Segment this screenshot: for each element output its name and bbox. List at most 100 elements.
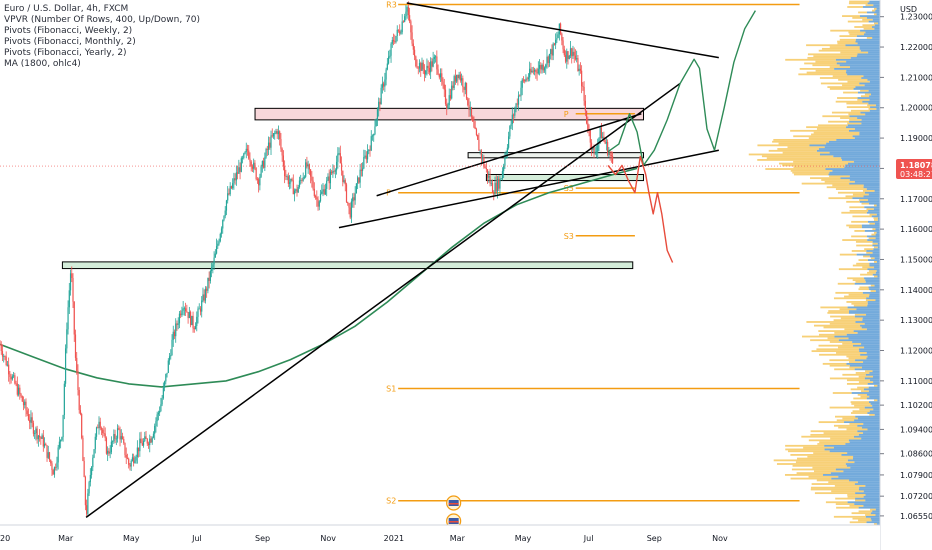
vp-bin-up — [871, 26, 880, 28]
vp-bin-up — [867, 412, 880, 414]
candle-body — [389, 55, 391, 57]
vp-bin-up — [859, 350, 880, 353]
candle-body — [441, 73, 443, 82]
vp-bin-up — [849, 182, 880, 185]
vp-bin-up — [861, 226, 880, 229]
vp-bin-up — [845, 164, 880, 167]
candle-body — [115, 438, 117, 440]
vp-bin-up — [867, 259, 880, 261]
candle-body — [113, 434, 115, 442]
vp-bin-up — [873, 4, 880, 7]
vp-bin-down — [829, 359, 856, 362]
candle-body — [338, 153, 340, 154]
candle-body — [178, 313, 181, 324]
candle-body — [427, 65, 429, 69]
vp-bin-down — [804, 62, 837, 65]
candle-body — [225, 200, 228, 211]
candle-body — [63, 383, 65, 416]
legend-indicator-ma[interactable]: MA (1800, ohlc4) — [4, 59, 81, 69]
candle-body — [324, 188, 327, 195]
candle-body — [254, 162, 256, 168]
candle-body — [395, 35, 397, 43]
vp-bin-down — [829, 66, 850, 68]
candle-body — [435, 56, 437, 58]
vp-bin-up — [874, 257, 880, 260]
vp-bin-up — [851, 392, 880, 394]
candle-body — [425, 70, 427, 75]
projection-line — [607, 10, 757, 167]
candle-body — [100, 428, 103, 430]
vp-bin-up — [867, 2, 880, 5]
vp-bin-down — [779, 162, 848, 165]
legend-indicator-pivots-yearly[interactable]: Pivots (Fibonacci, Yearly, 2) — [4, 48, 127, 58]
candle-body — [6, 364, 9, 366]
time-tick-label: Sep — [255, 534, 270, 543]
candle-body — [82, 437, 84, 461]
candle-body — [192, 315, 194, 329]
vp-bin-up — [828, 140, 880, 143]
candle-body — [83, 460, 85, 477]
candle-body — [154, 425, 156, 434]
candle-body — [449, 95, 452, 99]
candle-body — [144, 436, 146, 441]
vp-bin-down — [871, 233, 876, 236]
vp-bin-up — [872, 244, 880, 247]
candle-body — [243, 153, 245, 158]
legend-indicator-pivots-weekly[interactable]: Pivots (Fibonacci, Weekly, 2) — [4, 26, 133, 36]
vp-bin-down — [790, 453, 842, 456]
pivot-label: P — [386, 189, 391, 198]
candle-body — [567, 51, 569, 59]
vp-bin-up — [860, 111, 880, 114]
legend-symbol[interactable]: Euro / U.S. Dollar, 4h, FXCM — [4, 4, 129, 14]
vp-bin-up — [873, 248, 880, 251]
candle-body — [244, 152, 246, 154]
vp-bin-up — [875, 9, 880, 12]
candle-body — [593, 146, 595, 154]
legend-indicator-pivots-monthly[interactable]: Pivots (Fibonacci, Monthly, 2) — [4, 37, 136, 47]
vp-bin-down — [808, 439, 849, 442]
vp-bin-up — [855, 359, 880, 362]
legend-indicator-vpvr[interactable]: VPVR (Number Of Rows, 400, Up/Down, 70) — [4, 15, 201, 25]
vp-bin-up — [860, 29, 880, 32]
vp-bin-up — [847, 501, 880, 504]
candle-body — [229, 186, 231, 195]
candle-body — [536, 72, 538, 74]
candle-body — [546, 56, 548, 65]
vp-bin-up — [848, 337, 880, 340]
candle-body — [447, 105, 449, 109]
candle-body — [597, 144, 599, 152]
price-tick-label: 1.22000 — [900, 43, 932, 52]
price-tick-label: 1.14000 — [900, 286, 932, 295]
candle-body — [86, 505, 88, 514]
vp-bin-up — [875, 237, 880, 240]
vp-bin-down — [849, 521, 867, 524]
candle-body — [203, 294, 205, 301]
vp-bin-down — [844, 328, 867, 331]
vp-bin-down — [820, 306, 848, 309]
vp-bin-down — [842, 373, 866, 376]
vp-bin-up — [846, 333, 880, 336]
candle-body — [370, 136, 372, 151]
price-tick-label: 1.10200 — [900, 401, 932, 410]
vp-bin-down — [857, 98, 870, 101]
vp-bin-up — [868, 20, 880, 23]
vp-bin-up — [845, 443, 880, 445]
candle-body — [121, 436, 124, 440]
vp-bin-up — [869, 372, 880, 374]
candle-body — [402, 21, 405, 23]
vp-bin-down — [785, 448, 825, 451]
candle-body — [135, 457, 137, 461]
vp-bin-down — [806, 71, 846, 74]
candle-body — [352, 197, 354, 202]
candle-body — [182, 308, 184, 311]
candle-body — [152, 433, 155, 438]
vp-bin-down — [812, 466, 851, 469]
zone-box — [254, 107, 645, 121]
candle-body — [521, 79, 523, 88]
vp-bin-up — [867, 301, 880, 303]
candle-body — [538, 65, 541, 69]
vp-bin-down — [870, 284, 875, 287]
vp-bin-down — [842, 239, 868, 241]
trendline — [406, 2, 719, 59]
